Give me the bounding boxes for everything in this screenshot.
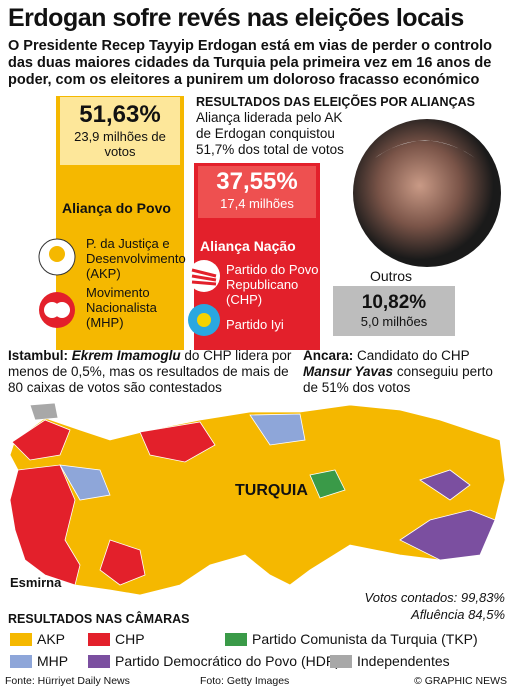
- region: [419, 469, 471, 501]
- stat: Afluência 84,5%: [411, 607, 505, 622]
- region: [99, 539, 146, 586]
- legend-swatch: [330, 655, 352, 668]
- legend-label: AKP: [37, 631, 66, 647]
- legend-label: MHP: [37, 653, 69, 669]
- alliance-name: Aliança Nação: [200, 238, 296, 254]
- text: do CHP lidera por menos de 0,5%, mas os …: [8, 348, 292, 395]
- candidate: Mansur Yavas: [303, 364, 394, 379]
- party: P. da Justiça e Desenvolvimento (AKP): [86, 236, 186, 281]
- party: Movimento Nacionalista (MHP): [86, 285, 157, 330]
- legend-swatch: [10, 655, 32, 668]
- istanbul-note: Istambul: Ekrem Imamoglu do CHP lidera p…: [8, 348, 298, 396]
- share: 10,82%: [361, 292, 427, 313]
- text: Candidato do CHP: [357, 348, 470, 363]
- share-box: 51,63% 23,9 milhões de votos: [60, 97, 180, 165]
- photo: [353, 119, 501, 267]
- section-heading: RESULTADOS DAS ELEIÇÕES POR ALIANÇAS: [196, 95, 475, 109]
- share: 37,55%: [216, 168, 298, 195]
- ankara-note: Ancara: Candidato do CHP Mansur Yavas co…: [303, 348, 508, 396]
- region: [399, 509, 496, 561]
- legend-label: CHP: [115, 631, 145, 647]
- region: [29, 402, 59, 421]
- country-label: TURQUIA: [235, 482, 308, 499]
- region: [249, 413, 306, 446]
- city-label: Esmirna: [10, 575, 62, 590]
- map: [9, 402, 506, 596]
- note: Aliança liderada pelo AK de Erdogan conq…: [196, 110, 344, 157]
- share-box: 10,82% 5,0 milhões: [333, 286, 455, 336]
- subtitle: O Presidente Recep Tayyip Erdogan está e…: [8, 38, 493, 88]
- region: [9, 404, 506, 596]
- alliance-name: Aliança do Povo: [62, 200, 171, 216]
- votes: 5,0 milhões: [360, 314, 428, 329]
- legend-swatch: [10, 633, 32, 646]
- region: [309, 469, 346, 499]
- title: Erdogan sofre revés nas eleições locais: [8, 4, 464, 32]
- alliance-name: Outros: [370, 268, 413, 284]
- region: [11, 419, 71, 461]
- share-box: 37,55% 17,4 milhões: [198, 166, 316, 218]
- text: conseguiu perto de 51% dos votos: [303, 364, 493, 395]
- city: Istambul:: [8, 348, 69, 363]
- share: 51,63%: [79, 101, 161, 128]
- region: [139, 421, 216, 463]
- legend-label: Independentes: [357, 653, 450, 669]
- legend-title: RESULTADOS NAS CÂMARAS: [8, 612, 190, 626]
- party-icons: [38, 238, 76, 328]
- party-icons: [188, 260, 220, 336]
- credit: © GRAPHIC NEWS: [414, 675, 507, 687]
- source: Fonte: Hürriyet Daily News: [5, 675, 130, 687]
- stat: Votos contados: 99,83%: [364, 590, 505, 605]
- legend-label: Partido Democrático do Povo (HDP): [115, 653, 340, 669]
- candidate: Ekrem Imamoglu: [71, 348, 181, 363]
- region: [59, 464, 111, 501]
- legend-label: Partido Comunista da Turquia (TKP): [252, 631, 478, 647]
- party: Partido do Povo Republicano (CHP): [226, 262, 319, 307]
- legend-swatch: [88, 633, 110, 646]
- legend-swatch: [88, 655, 110, 668]
- votes: 17,4 milhões: [220, 196, 294, 211]
- party: Partido Iyi: [226, 317, 284, 332]
- region: [9, 464, 81, 586]
- photo-credit: Foto: Getty Images: [200, 675, 290, 687]
- votes: 23,9 milhões de votos: [74, 129, 166, 159]
- legend-swatch: [225, 633, 247, 646]
- city: Ancara:: [303, 348, 354, 363]
